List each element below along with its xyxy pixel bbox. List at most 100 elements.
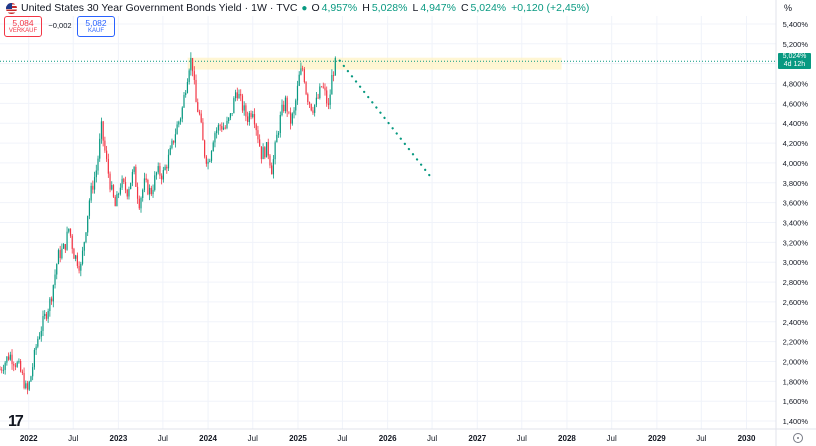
candle-body bbox=[9, 354, 11, 360]
candle-body bbox=[322, 86, 324, 88]
price-scale-unit[interactable]: % bbox=[784, 3, 793, 13]
candle-body bbox=[314, 104, 316, 113]
candle-body bbox=[66, 231, 68, 250]
candle-body bbox=[45, 313, 48, 319]
candle-body bbox=[143, 178, 146, 190]
candle-body bbox=[42, 316, 44, 331]
candle-body bbox=[283, 104, 285, 112]
candle-body bbox=[252, 114, 254, 118]
candle-body bbox=[133, 166, 135, 172]
candle-body bbox=[93, 177, 96, 190]
candle-body bbox=[312, 110, 314, 113]
candle-body bbox=[276, 134, 278, 143]
sell-button[interactable]: 5,084 VERKAUF bbox=[4, 16, 42, 37]
close-value: 5,024% bbox=[470, 2, 507, 14]
candle-body bbox=[109, 173, 111, 190]
candle-body bbox=[6, 356, 8, 363]
time-tick-label: Jul bbox=[68, 434, 78, 443]
price-tick-label: 5,400% bbox=[783, 20, 809, 29]
candle-body bbox=[214, 133, 216, 143]
candle-body bbox=[57, 250, 60, 265]
price-tick-label: 3,000% bbox=[783, 258, 809, 267]
candle-body bbox=[142, 189, 144, 198]
candle-body bbox=[25, 383, 27, 388]
candle-body bbox=[169, 147, 171, 155]
candle-body bbox=[320, 86, 323, 88]
candle-body bbox=[327, 103, 330, 105]
high-value: 5,028% bbox=[371, 2, 408, 14]
candle-body bbox=[159, 166, 161, 176]
candle-body bbox=[228, 117, 230, 121]
candle-body bbox=[245, 105, 247, 117]
candle-body bbox=[116, 194, 118, 207]
price-tick-label: 4,200% bbox=[783, 139, 809, 148]
interval-label[interactable]: 1W bbox=[251, 2, 267, 14]
symbol-title[interactable]: United States 30 Year Government Bonds Y… bbox=[21, 2, 242, 14]
candle-body bbox=[255, 124, 257, 131]
price-tick-label: 4,400% bbox=[783, 119, 809, 128]
candle-body bbox=[123, 178, 125, 183]
candle-body bbox=[148, 187, 151, 195]
us-flag-icon bbox=[6, 2, 17, 14]
candle-body bbox=[88, 200, 91, 216]
candle-body bbox=[87, 215, 89, 233]
candle-body bbox=[243, 105, 245, 111]
price-tick-label: 3,400% bbox=[783, 219, 809, 228]
candle-body bbox=[30, 376, 32, 382]
projection-dotted-line bbox=[338, 59, 431, 177]
candle-body bbox=[234, 92, 237, 99]
candle-body bbox=[302, 68, 304, 70]
candle-body bbox=[83, 242, 85, 251]
candle-body bbox=[28, 381, 30, 390]
candle-body bbox=[288, 111, 290, 113]
candle-body bbox=[231, 113, 233, 114]
candle-body bbox=[100, 121, 103, 139]
change-value: +0,120 (+2,45%) bbox=[511, 2, 590, 14]
candle-body bbox=[136, 186, 139, 199]
candle-body bbox=[308, 102, 311, 104]
candle-body bbox=[35, 346, 37, 350]
candle-body bbox=[14, 365, 17, 367]
candle-body bbox=[178, 121, 180, 125]
time-tick-label: Jul bbox=[337, 434, 347, 443]
candle-body bbox=[173, 140, 175, 143]
time-tick-label: Jul bbox=[696, 434, 706, 443]
candle-body bbox=[267, 142, 269, 156]
candle-body bbox=[253, 114, 256, 125]
price-tick-label: 4,800% bbox=[783, 80, 809, 89]
settings-gear-icon[interactable] bbox=[793, 433, 803, 443]
candle-body bbox=[293, 110, 295, 114]
chart-grid bbox=[0, 16, 776, 429]
candle-body bbox=[265, 142, 268, 158]
market-status-icon[interactable]: ● bbox=[301, 2, 308, 14]
buy-button[interactable]: 5,082 KAUF bbox=[77, 16, 115, 37]
candle-body bbox=[13, 364, 15, 366]
candle-body bbox=[21, 371, 23, 373]
candle-body bbox=[0, 369, 1, 371]
candle-body bbox=[284, 97, 287, 112]
time-axis[interactable]: 2022 Jul 2023 Jul 2024 Jul 2025 Jul 2026 Jul 2027 J… bbox=[0, 428, 816, 443]
candle-body bbox=[226, 120, 228, 129]
candle-body bbox=[277, 132, 280, 135]
candle-body bbox=[209, 160, 211, 162]
candle-body bbox=[124, 182, 127, 190]
candle-body bbox=[16, 362, 18, 367]
candle-body bbox=[20, 360, 22, 372]
candle-body bbox=[205, 156, 207, 164]
candle-body bbox=[286, 97, 288, 112]
time-tick-label: 2024 bbox=[199, 434, 217, 443]
price-axis[interactable]: 1,400% 1,600% 1,800% 2,000% 2,200% 2,400% 2,60… bbox=[775, 0, 809, 446]
source-label: TVC bbox=[276, 2, 298, 14]
price-tick-label: 3,800% bbox=[783, 179, 809, 188]
candle-body bbox=[52, 285, 54, 302]
candle-body bbox=[1, 369, 3, 371]
candle-body bbox=[247, 116, 249, 122]
low-value: 4,947% bbox=[420, 2, 456, 14]
candle-body bbox=[152, 189, 154, 195]
candle-body bbox=[54, 274, 56, 286]
sell-label: VERKAUF bbox=[8, 28, 38, 34]
tradingview-logo-icon[interactable]: 17 bbox=[8, 413, 24, 430]
candle-body bbox=[130, 182, 132, 190]
candle-body bbox=[68, 228, 70, 232]
